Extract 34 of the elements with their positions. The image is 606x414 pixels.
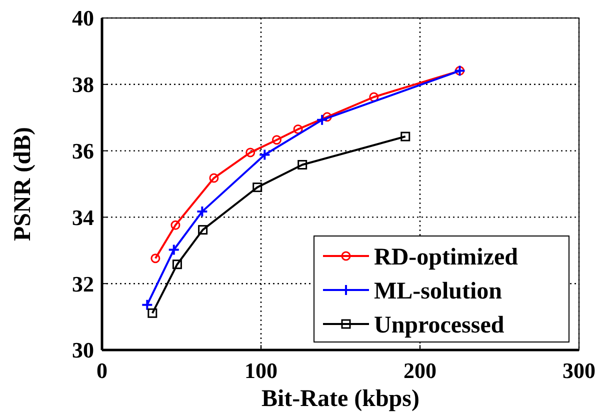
y-tick-label: 36 xyxy=(72,138,94,164)
point xyxy=(322,112,332,122)
point xyxy=(141,298,154,311)
point xyxy=(172,260,182,270)
y-tick-label: 30 xyxy=(72,338,94,363)
x-tick-label: 0 xyxy=(96,358,108,383)
legend-label: Unprocessed xyxy=(374,312,505,338)
x-tick-label: 200 xyxy=(404,358,436,383)
x-tick-label: 100 xyxy=(244,358,278,383)
point xyxy=(209,173,219,183)
point xyxy=(168,244,180,256)
y-tick-label: 40 xyxy=(72,6,94,31)
y-tick-label: 32 xyxy=(72,271,94,296)
legend-label: ML-solution xyxy=(374,278,502,304)
y-tick-label: 34 xyxy=(72,204,94,230)
point xyxy=(369,92,379,102)
point xyxy=(272,135,282,145)
point xyxy=(293,124,303,134)
legend-label: RD-optimized xyxy=(374,244,519,270)
point xyxy=(196,206,208,218)
point xyxy=(150,254,160,264)
x-tick-label: 300 xyxy=(562,358,596,383)
y-tick-label: 38 xyxy=(72,72,94,98)
point xyxy=(316,114,328,126)
point xyxy=(198,225,208,235)
point xyxy=(258,148,271,161)
x-axis-title: Bit-Rate (kbps) xyxy=(261,386,420,412)
point xyxy=(246,148,256,158)
point xyxy=(252,182,262,192)
point xyxy=(148,308,158,318)
y-axis-title: PSNR (dB) xyxy=(10,126,36,242)
point xyxy=(170,220,180,230)
point xyxy=(298,160,308,170)
point xyxy=(400,132,410,142)
